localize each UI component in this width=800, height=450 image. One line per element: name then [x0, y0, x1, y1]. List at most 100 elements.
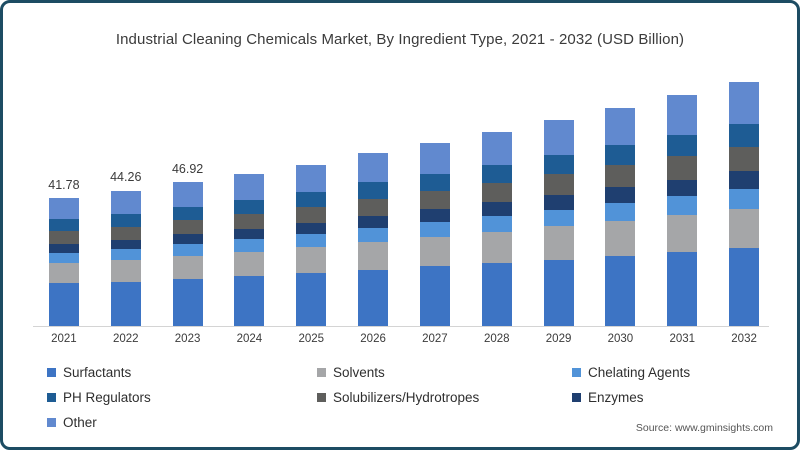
bar-segment[interactable] [481, 231, 512, 263]
bar-segment[interactable] [110, 226, 141, 240]
bar-column[interactable] [48, 198, 79, 326]
bar-segment[interactable] [234, 251, 265, 277]
bar-segment[interactable] [605, 220, 636, 256]
bar-column[interactable] [543, 120, 574, 326]
bar-segment[interactable] [667, 251, 698, 326]
bar-column[interactable] [172, 182, 203, 326]
bar-segment[interactable] [481, 182, 512, 203]
bar-segment[interactable] [667, 95, 698, 135]
bar-column[interactable] [419, 142, 450, 326]
legend-item[interactable]: Solvents [317, 365, 572, 380]
bar-segment[interactable] [110, 259, 141, 282]
bar-segment[interactable] [605, 144, 636, 166]
bar-segment[interactable] [48, 219, 79, 232]
bar-segment[interactable] [172, 234, 203, 245]
bar-segment[interactable] [296, 191, 327, 207]
bar-segment[interactable] [234, 228, 265, 240]
bar-segment[interactable] [296, 223, 327, 235]
bar-segment[interactable] [48, 252, 79, 263]
bar-segment[interactable] [110, 240, 141, 250]
bar-segment[interactable] [358, 198, 389, 217]
bar-segment[interactable] [729, 82, 760, 124]
legend-item[interactable]: PH Regulators [47, 390, 317, 405]
bar-segment[interactable] [172, 278, 203, 326]
bar-segment[interactable] [110, 190, 141, 214]
bar-segment[interactable] [419, 266, 450, 326]
bar-segment[interactable] [729, 123, 760, 147]
bar-segment[interactable] [296, 273, 327, 326]
bar-segment[interactable] [296, 164, 327, 192]
bar-segment[interactable] [234, 239, 265, 252]
bar-segment[interactable] [667, 214, 698, 252]
bar-segment[interactable] [48, 231, 79, 245]
bar-segment[interactable] [543, 259, 574, 326]
bar-segment[interactable] [358, 153, 389, 183]
bar-segment[interactable] [419, 173, 450, 191]
bar-segment[interactable] [296, 206, 327, 224]
bar-segment[interactable] [110, 281, 141, 326]
bar-segment[interactable] [172, 220, 203, 235]
bar-segment[interactable] [48, 244, 79, 253]
bar-segment[interactable] [729, 171, 760, 189]
bar-segment[interactable] [234, 199, 265, 214]
bar-segment[interactable] [110, 249, 141, 260]
bar-column[interactable] [667, 95, 698, 326]
bar-segment[interactable] [667, 195, 698, 215]
bar-segment[interactable] [358, 182, 389, 199]
bar-segment[interactable] [605, 107, 636, 145]
legend-item[interactable]: Chelating Agents [572, 365, 757, 380]
bar-segment[interactable] [729, 208, 760, 248]
bar-segment[interactable] [234, 173, 265, 200]
bar-segment[interactable] [358, 269, 389, 326]
bar-segment[interactable] [358, 242, 389, 270]
bar-segment[interactable] [481, 131, 512, 165]
bar-column[interactable] [110, 190, 141, 326]
bar-segment[interactable] [419, 221, 450, 237]
legend-item[interactable]: Enzymes [572, 390, 757, 405]
bar-segment[interactable] [605, 255, 636, 326]
bar-segment[interactable] [481, 164, 512, 183]
bar-segment[interactable] [543, 209, 574, 227]
bar-segment[interactable] [729, 247, 760, 326]
bar-segment[interactable] [543, 226, 574, 260]
bar-segment[interactable] [419, 209, 450, 222]
bar-column[interactable] [481, 131, 512, 326]
legend-item[interactable]: Solubilizers/Hydrotropes [317, 390, 572, 405]
bar-segment[interactable] [48, 198, 79, 220]
bar-segment[interactable] [419, 236, 450, 267]
bar-segment[interactable] [358, 216, 389, 229]
bar-segment[interactable] [48, 283, 79, 326]
bar-column[interactable] [296, 164, 327, 326]
bar-segment[interactable] [110, 213, 141, 227]
bar-column[interactable] [358, 153, 389, 326]
bar-segment[interactable] [667, 179, 698, 196]
bar-segment[interactable] [605, 187, 636, 203]
bar-column[interactable] [234, 173, 265, 326]
bar-segment[interactable] [481, 262, 512, 326]
bar-segment[interactable] [543, 120, 574, 156]
bar-segment[interactable] [172, 244, 203, 256]
bar-segment[interactable] [667, 134, 698, 157]
bar-segment[interactable] [729, 146, 760, 172]
bar-segment[interactable] [543, 155, 574, 175]
bar-segment[interactable] [543, 195, 574, 210]
bar-segment[interactable] [729, 188, 760, 209]
bar-segment[interactable] [667, 156, 698, 180]
bar-segment[interactable] [481, 215, 512, 232]
bar-segment[interactable] [358, 228, 389, 243]
bar-segment[interactable] [296, 247, 327, 274]
bar-segment[interactable] [172, 255, 203, 279]
bar-segment[interactable] [419, 142, 450, 174]
bar-segment[interactable] [234, 213, 265, 229]
legend-item[interactable]: Surfactants [47, 365, 317, 380]
bar-segment[interactable] [481, 202, 512, 216]
legend-item[interactable]: Other [47, 415, 317, 430]
bar-segment[interactable] [48, 262, 79, 284]
bar-column[interactable] [729, 82, 760, 326]
bar-segment[interactable] [605, 165, 636, 188]
bar-segment[interactable] [234, 276, 265, 326]
bar-segment[interactable] [605, 202, 636, 221]
bar-segment[interactable] [296, 234, 327, 248]
bar-segment[interactable] [172, 182, 203, 207]
bar-segment[interactable] [419, 191, 450, 210]
